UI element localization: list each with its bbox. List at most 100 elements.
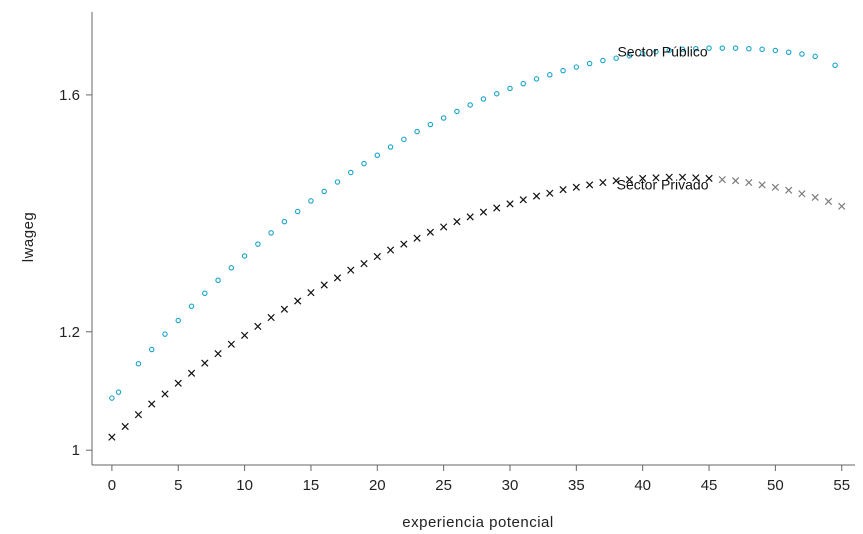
data-point xyxy=(227,340,235,348)
data-point xyxy=(811,193,819,201)
data-point xyxy=(746,45,752,52)
data-point xyxy=(162,331,168,337)
data-point xyxy=(361,160,367,167)
data-point xyxy=(706,45,712,51)
data-point xyxy=(732,45,739,51)
data-point xyxy=(121,422,129,431)
data-point xyxy=(202,290,208,297)
x-axis-title: experiencia potencial xyxy=(402,514,553,531)
data-point xyxy=(280,305,289,313)
data-point xyxy=(108,433,116,441)
chart-labels: experiencia potencial lwageg Sector Públ… xyxy=(20,43,709,531)
data-point xyxy=(625,175,634,184)
data-point xyxy=(148,400,156,408)
data-point xyxy=(586,60,593,67)
data-point xyxy=(188,303,195,310)
x-tick-label: 40 xyxy=(634,477,651,494)
annotation-sector-publico: Sector Público xyxy=(617,43,707,59)
data-point xyxy=(838,202,846,210)
data-point xyxy=(832,62,838,69)
data-point xyxy=(599,178,607,187)
data-point xyxy=(652,174,660,182)
y-tick-label: 1 xyxy=(72,442,80,459)
data-point xyxy=(812,53,818,60)
data-point xyxy=(585,181,594,189)
data-point xyxy=(308,198,314,204)
data-point xyxy=(453,217,461,226)
data-point xyxy=(559,186,567,194)
data-point xyxy=(666,47,672,54)
data-point xyxy=(294,297,302,305)
data-point xyxy=(201,359,209,367)
data-point xyxy=(639,174,647,183)
data-point xyxy=(386,246,395,254)
data-point xyxy=(467,102,473,108)
data-point xyxy=(532,192,541,200)
data-point xyxy=(400,240,408,248)
data-point xyxy=(373,252,381,261)
data-point xyxy=(347,266,355,274)
data-point xyxy=(600,57,606,64)
data-point xyxy=(771,183,780,191)
x-tick-label: 0 xyxy=(108,477,116,494)
data-point xyxy=(426,228,434,236)
data-point xyxy=(228,265,235,271)
data-point xyxy=(546,189,554,197)
x-tick-label: 5 xyxy=(174,477,182,494)
data-point xyxy=(268,230,274,236)
series-circle xyxy=(109,45,838,401)
data-point xyxy=(255,241,261,247)
data-point xyxy=(705,174,713,183)
data-point xyxy=(493,90,500,97)
data-point xyxy=(267,313,275,322)
x-tick-label: 15 xyxy=(303,477,320,494)
data-point xyxy=(214,350,222,358)
data-point xyxy=(294,208,301,215)
data-point xyxy=(679,46,686,53)
data-point xyxy=(175,317,182,324)
data-point xyxy=(401,136,407,143)
x-tick-label: 45 xyxy=(701,477,718,494)
x-tick-label: 25 xyxy=(435,477,452,494)
data-point xyxy=(440,223,448,231)
x-tick-label: 30 xyxy=(502,477,519,494)
data-point xyxy=(519,196,527,204)
data-point xyxy=(320,281,328,289)
data-point xyxy=(772,47,779,54)
data-point xyxy=(440,115,447,121)
data-point xyxy=(454,108,460,115)
y-tick-label: 1.6 xyxy=(59,87,80,104)
data-point xyxy=(798,190,806,198)
data-point xyxy=(241,253,248,259)
x-tick-label: 20 xyxy=(369,477,386,494)
data-point xyxy=(387,144,394,150)
x-tick-label: 35 xyxy=(568,477,585,494)
data-point xyxy=(254,322,262,331)
data-point xyxy=(215,277,221,283)
x-tick-label: 50 xyxy=(767,477,784,494)
data-point xyxy=(115,389,122,395)
data-point xyxy=(718,175,726,184)
y-tick-label: 1.2 xyxy=(59,324,80,341)
data-point xyxy=(731,177,740,185)
data-point xyxy=(161,390,169,398)
data-point xyxy=(240,331,249,339)
data-point xyxy=(547,72,553,78)
data-point xyxy=(333,274,342,282)
axes: 0 5 10 15 20 25 30 35 40 45 50 55 1 1.2 1.6 xyxy=(59,12,855,494)
data-point xyxy=(572,183,580,191)
data-point xyxy=(533,76,540,82)
data-point xyxy=(414,128,420,135)
data-point xyxy=(466,213,474,221)
data-point xyxy=(612,177,620,185)
data-point xyxy=(307,289,315,297)
data-point xyxy=(506,200,514,208)
x-tick-label: 55 xyxy=(833,477,850,494)
data-point xyxy=(109,395,115,401)
data-point xyxy=(639,50,646,57)
data-point xyxy=(785,49,792,56)
data-point xyxy=(413,234,421,242)
series-x xyxy=(108,173,846,441)
data-point xyxy=(479,208,488,216)
